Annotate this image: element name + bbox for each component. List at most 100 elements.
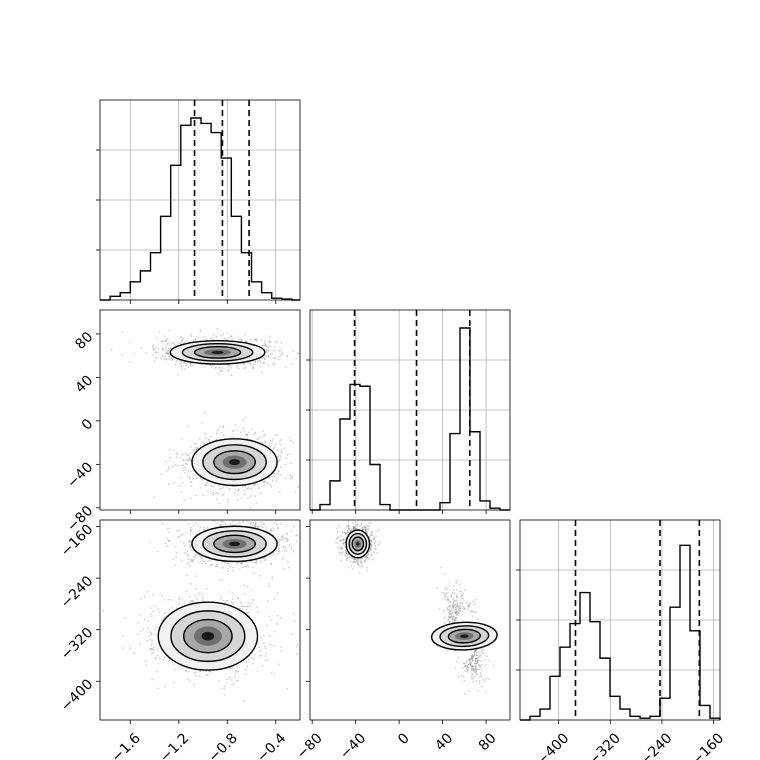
sample-point: [370, 521, 372, 524]
sample-point: [450, 595, 453, 598]
sample-point: [242, 419, 245, 421]
sample-point: [266, 482, 269, 485]
sample-point: [462, 592, 464, 595]
sample-point: [229, 336, 232, 339]
sample-point: [492, 664, 495, 667]
sample-point: [218, 679, 220, 682]
sample-point: [308, 365, 310, 367]
sample-point: [455, 599, 458, 602]
sample-point: [471, 655, 474, 657]
sample-point: [150, 644, 153, 647]
sample-point: [460, 590, 463, 593]
sample-point: [371, 541, 374, 543]
sample-point: [225, 338, 228, 341]
sample-point: [339, 547, 342, 550]
sample-point: [173, 341, 176, 344]
sample-point: [230, 335, 233, 338]
sample-point: [285, 457, 288, 460]
sample-point: [443, 621, 446, 624]
sample-point: [353, 512, 355, 514]
sample-point: [275, 549, 278, 552]
sample-point: [236, 679, 239, 682]
sample-point: [342, 542, 344, 545]
sample-point: [207, 439, 210, 441]
sample-point: [195, 521, 197, 524]
sample-point: [348, 556, 351, 559]
sample-point: [475, 657, 477, 660]
sample-point: [154, 605, 157, 608]
sample-point: [245, 435, 248, 437]
sample-point: [179, 336, 182, 339]
sample-point: [257, 526, 260, 529]
sample-point: [467, 659, 470, 662]
sample-point: [475, 673, 478, 676]
sample-point: [345, 524, 348, 527]
x-tick-label-p1: −40: [337, 730, 369, 760]
sample-point: [237, 490, 239, 493]
sample-point: [354, 521, 357, 524]
sample-point: [273, 672, 275, 675]
sample-point: [455, 596, 458, 598]
sample-point: [175, 555, 177, 558]
sample-point: [219, 368, 221, 371]
sample-point: [459, 605, 462, 608]
sample-point: [456, 589, 458, 592]
sample-point: [193, 671, 196, 674]
sample-point: [245, 661, 248, 664]
sample-point: [222, 520, 225, 523]
sample-point: [202, 599, 205, 601]
sample-point: [335, 549, 337, 551]
sample-point: [250, 589, 253, 592]
histogram-bin: [530, 716, 540, 720]
sample-point: [262, 357, 264, 359]
sample-point: [248, 362, 250, 365]
sample-point: [168, 540, 170, 542]
sample-point: [243, 489, 246, 492]
sample-point: [467, 605, 470, 607]
sample-point: [469, 663, 472, 665]
sample-point: [444, 587, 447, 590]
sample-point: [278, 544, 281, 546]
sample-point: [474, 649, 477, 652]
sample-point: [284, 366, 287, 369]
sample-point: [239, 607, 241, 610]
sample-point: [185, 669, 188, 672]
sample-point: [364, 555, 366, 558]
sample-point: [267, 364, 270, 367]
sample-point: [345, 565, 348, 568]
sample-point: [145, 660, 148, 662]
sample-point: [157, 347, 160, 350]
sample-point: [199, 561, 201, 563]
sample-point: [197, 524, 199, 526]
sample-point: [222, 333, 225, 336]
sample-point: [345, 532, 348, 535]
sample-point: [364, 528, 367, 531]
sample-point: [219, 579, 221, 582]
histogram-bin: [201, 123, 211, 300]
sample-point: [448, 616, 451, 618]
sample-point: [462, 605, 465, 608]
sample-point: [474, 662, 476, 665]
sample-point: [452, 600, 455, 603]
sample-point: [347, 524, 350, 527]
sample-point: [181, 598, 183, 601]
sample-point: [263, 344, 266, 347]
sample-point: [372, 537, 375, 540]
sample-point: [367, 525, 369, 528]
sample-point: [356, 558, 359, 560]
sample-point: [372, 534, 375, 537]
sample-point: [256, 560, 258, 563]
sample-point: [277, 469, 280, 472]
sample-point: [146, 639, 149, 642]
sample-point: [345, 550, 348, 553]
sample-point: [457, 612, 460, 614]
sample-point: [368, 558, 371, 561]
sample-point: [189, 451, 192, 454]
sample-point: [139, 597, 142, 600]
scatter-p0-p2: −1.6 −1.2 −0.8 −0.4−400−320−240−160: [58, 519, 337, 760]
sample-point: [277, 455, 279, 458]
sample-point: [475, 610, 478, 613]
sample-point: [140, 347, 143, 349]
sample-point: [285, 524, 287, 527]
sample-point: [447, 616, 450, 619]
